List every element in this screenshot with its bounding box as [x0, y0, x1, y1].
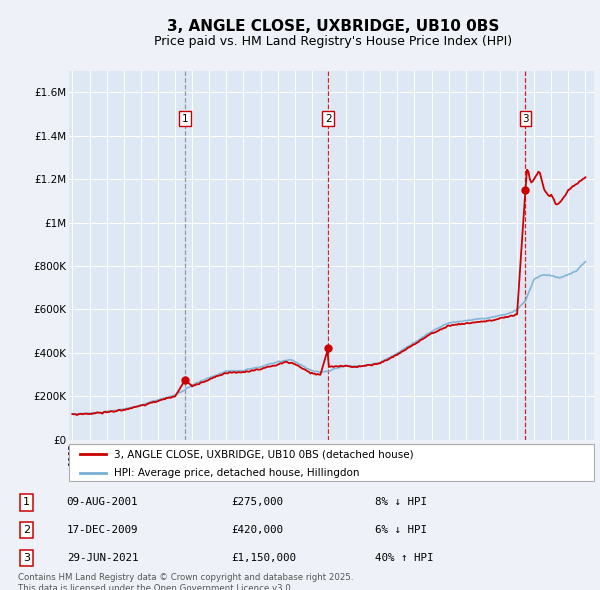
- Text: 8% ↓ HPI: 8% ↓ HPI: [375, 497, 427, 507]
- Text: 2: 2: [23, 525, 30, 535]
- Text: 3: 3: [522, 113, 529, 123]
- Text: 1: 1: [182, 113, 188, 123]
- Text: 6% ↓ HPI: 6% ↓ HPI: [375, 525, 427, 535]
- Text: Contains HM Land Registry data © Crown copyright and database right 2025.
This d: Contains HM Land Registry data © Crown c…: [18, 573, 353, 590]
- Text: 17-DEC-2009: 17-DEC-2009: [67, 525, 138, 535]
- Text: 3, ANGLE CLOSE, UXBRIDGE, UB10 0BS: 3, ANGLE CLOSE, UXBRIDGE, UB10 0BS: [167, 19, 499, 34]
- Text: £275,000: £275,000: [231, 497, 283, 507]
- Text: 29-JUN-2021: 29-JUN-2021: [67, 553, 138, 563]
- Text: £1,150,000: £1,150,000: [231, 553, 296, 563]
- Text: Price paid vs. HM Land Registry's House Price Index (HPI): Price paid vs. HM Land Registry's House …: [154, 35, 512, 48]
- Text: 40% ↑ HPI: 40% ↑ HPI: [375, 553, 433, 563]
- Text: 1: 1: [23, 497, 30, 507]
- Text: £420,000: £420,000: [231, 525, 283, 535]
- Text: 2: 2: [325, 113, 332, 123]
- Text: HPI: Average price, detached house, Hillingdon: HPI: Average price, detached house, Hill…: [113, 468, 359, 478]
- FancyBboxPatch shape: [69, 444, 594, 481]
- Text: 09-AUG-2001: 09-AUG-2001: [67, 497, 138, 507]
- Text: 3: 3: [23, 553, 30, 563]
- Text: 3, ANGLE CLOSE, UXBRIDGE, UB10 0BS (detached house): 3, ANGLE CLOSE, UXBRIDGE, UB10 0BS (deta…: [113, 449, 413, 459]
